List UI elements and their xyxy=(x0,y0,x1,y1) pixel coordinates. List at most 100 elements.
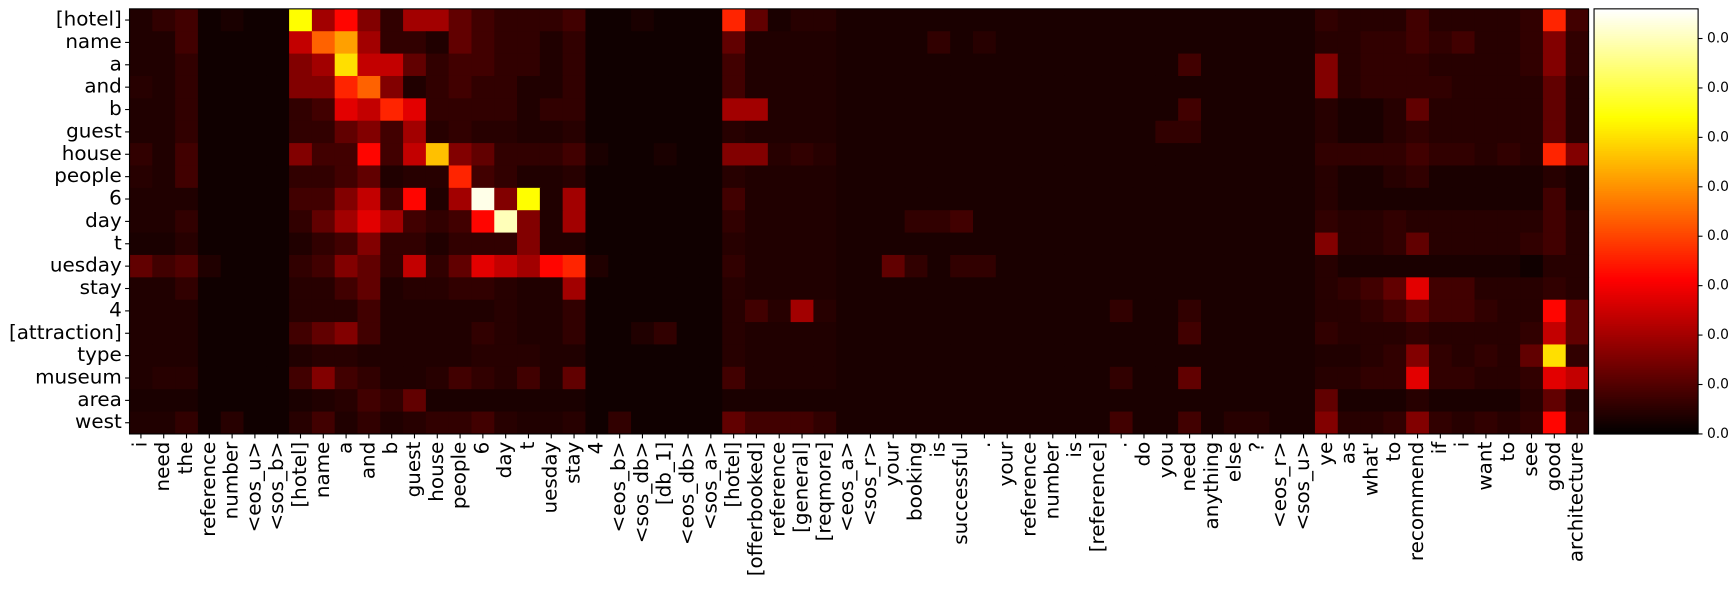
cell xyxy=(311,75,336,99)
cell xyxy=(904,210,928,234)
cell xyxy=(1428,254,1453,278)
colorbar-swatch xyxy=(1594,170,1699,174)
cell xyxy=(995,53,1020,77)
cell xyxy=(539,165,564,189)
cell xyxy=(1041,254,1065,278)
cell xyxy=(471,344,495,368)
cell xyxy=(904,8,928,32)
colorbar-swatch xyxy=(1594,35,1699,39)
cell xyxy=(653,31,678,55)
cell xyxy=(836,210,860,234)
colorbar-swatch xyxy=(1594,416,1699,420)
cell xyxy=(881,299,906,323)
cell xyxy=(425,8,450,32)
cell xyxy=(266,210,290,234)
cell xyxy=(1292,143,1316,167)
cell xyxy=(1542,344,1567,368)
cell xyxy=(995,366,1020,390)
cell xyxy=(973,389,997,413)
cell xyxy=(1337,344,1362,368)
cell xyxy=(1018,344,1042,368)
cell xyxy=(859,75,883,99)
cell xyxy=(1064,165,1088,189)
cell xyxy=(1223,8,1248,32)
cell xyxy=(790,322,814,345)
cell xyxy=(1132,210,1156,234)
cell xyxy=(608,143,632,167)
cell xyxy=(562,8,587,32)
cell xyxy=(1428,98,1453,122)
cell xyxy=(1018,232,1042,256)
colorbar-swatch xyxy=(1594,287,1699,291)
cell xyxy=(562,31,587,55)
cell xyxy=(1497,143,1521,167)
cell xyxy=(653,53,678,77)
cell xyxy=(653,143,678,167)
cell xyxy=(1155,254,1179,278)
cell xyxy=(745,98,769,122)
cell xyxy=(699,344,723,368)
cell xyxy=(334,254,359,278)
cell xyxy=(836,299,860,323)
cell xyxy=(767,8,792,32)
cell xyxy=(152,75,176,99)
colorbar-swatch xyxy=(1594,343,1699,347)
cell xyxy=(311,344,336,368)
cell xyxy=(403,187,427,211)
cell xyxy=(973,277,997,301)
cell xyxy=(1292,165,1316,189)
cell xyxy=(836,98,860,122)
cell xyxy=(266,53,290,77)
cell xyxy=(357,389,381,413)
cell xyxy=(1269,8,1293,32)
cell xyxy=(357,165,381,189)
cell xyxy=(699,389,723,413)
cell xyxy=(904,187,928,211)
cell xyxy=(311,411,336,435)
cell xyxy=(129,8,153,32)
cell xyxy=(562,210,587,234)
cell xyxy=(289,322,313,345)
cell xyxy=(357,366,381,390)
colorbar-swatch xyxy=(1594,214,1699,218)
cell xyxy=(1155,187,1179,211)
cell xyxy=(790,299,814,323)
cell xyxy=(1497,344,1521,368)
x-tick-label: [hotel] xyxy=(288,442,311,508)
cell xyxy=(950,344,974,368)
cell xyxy=(289,165,313,189)
cell xyxy=(1383,411,1407,435)
cell xyxy=(1109,344,1134,368)
cell xyxy=(1542,299,1567,323)
cell xyxy=(1132,8,1156,32)
cell xyxy=(859,143,883,167)
cell xyxy=(973,299,997,323)
cell xyxy=(494,277,518,301)
cell xyxy=(1428,232,1453,256)
cell xyxy=(175,8,199,32)
cell xyxy=(790,8,814,32)
cell xyxy=(243,411,267,435)
cell xyxy=(175,75,199,99)
cell xyxy=(334,322,359,345)
cell xyxy=(585,8,609,32)
cell xyxy=(220,277,245,301)
cell xyxy=(243,254,267,278)
cell xyxy=(699,299,723,323)
colorbar-swatch xyxy=(1594,146,1699,149)
colorbar-swatch xyxy=(1594,168,1699,172)
cell xyxy=(1178,322,1202,345)
cell xyxy=(1314,322,1339,345)
colorbar-swatch xyxy=(1594,73,1699,76)
colorbar-swatch xyxy=(1594,391,1699,395)
cell xyxy=(676,143,700,167)
cell xyxy=(357,120,381,144)
cell xyxy=(562,322,587,345)
cell xyxy=(973,187,997,211)
cell xyxy=(220,210,245,234)
cell xyxy=(1178,299,1202,323)
cell xyxy=(1451,210,1476,234)
cell xyxy=(197,8,222,32)
cell xyxy=(1337,277,1362,301)
colorbar-swatch xyxy=(1594,163,1699,167)
